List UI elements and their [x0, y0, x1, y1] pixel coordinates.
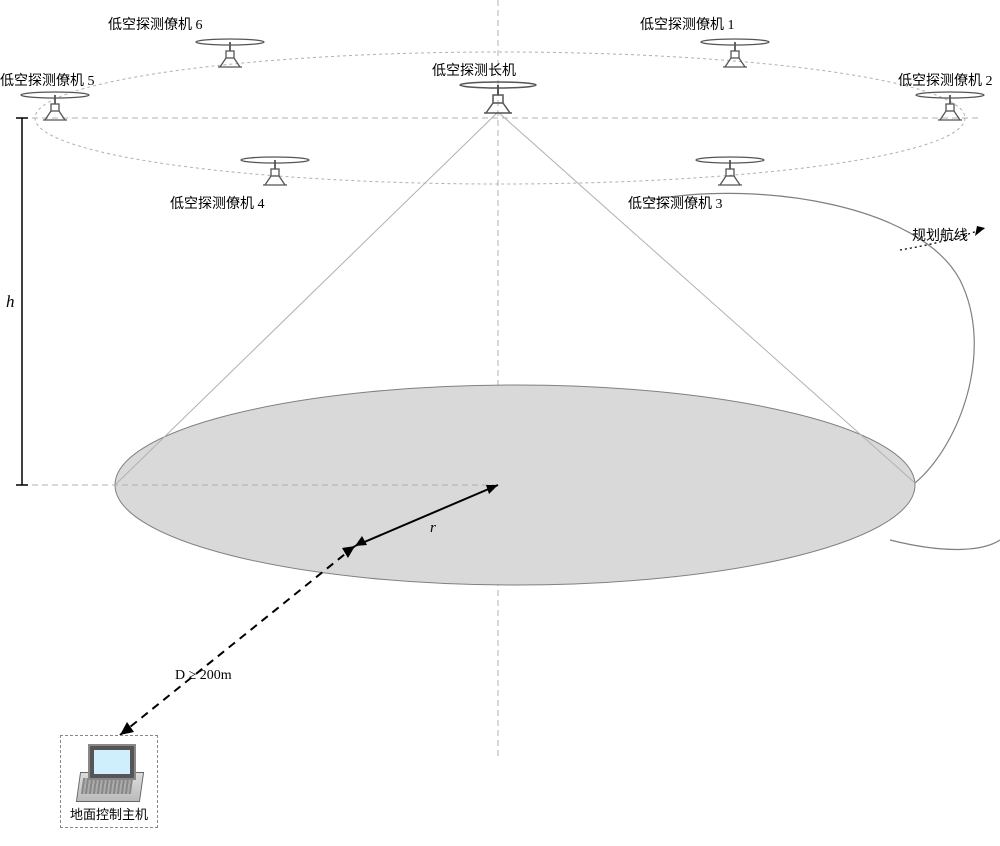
gc-link-arrow-b [120, 722, 134, 735]
label-leader: 低空探测长机 [432, 60, 516, 80]
label-h: h [6, 292, 15, 312]
label-wing-2: 低空探测僚机 2 [898, 70, 993, 90]
drone-wing-2 [916, 92, 984, 120]
diagram-canvas [0, 0, 1000, 846]
label-wing-5: 低空探测僚机 5 [0, 70, 95, 90]
label-wing-1: 低空探测僚机 1 [640, 14, 735, 34]
route-arrow-head [975, 226, 985, 236]
label-wing-6: 低空探测僚机 6 [108, 14, 203, 34]
ground-control-box: 地面控制主机 [60, 735, 158, 828]
label-wing-4: 低空探测僚机 4 [170, 193, 265, 213]
drone-wing-5 [21, 92, 89, 120]
flight-path-tail [890, 540, 1000, 549]
drone-leader [460, 82, 536, 113]
label-route: 规划航线 [912, 225, 968, 245]
ground-control-label: 地面控制主机 [65, 802, 153, 823]
label-wing-3: 低空探测僚机 3 [628, 193, 723, 213]
label-r: r [430, 520, 436, 537]
drone-wing-4 [241, 157, 309, 185]
drone-wing-3 [696, 157, 764, 185]
gc-link-line [120, 546, 355, 735]
computer-icon [74, 742, 144, 802]
label-distance: D ≥ 200m [175, 668, 232, 684]
drone-wing-6 [196, 39, 264, 67]
